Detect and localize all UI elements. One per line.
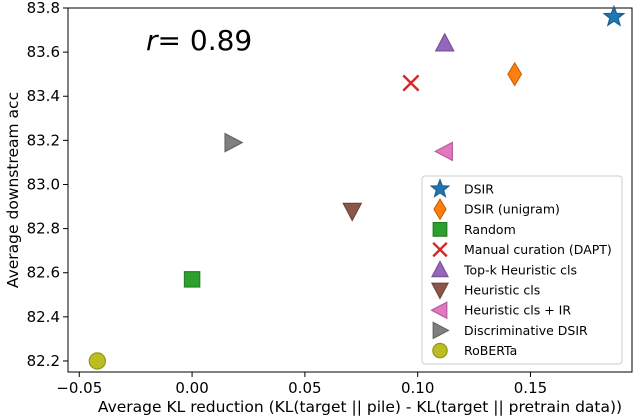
y-tick-label: 83.0 xyxy=(27,175,60,193)
legend-label: Heuristic cls xyxy=(464,283,540,298)
data-points xyxy=(88,4,626,370)
legend: DSIR DSIR (unigram) Random Manual curation … xyxy=(421,175,623,365)
legend-label: Manual curation (DAPT) xyxy=(464,242,612,257)
x-tick-label: 0.05 xyxy=(288,379,321,397)
legend-label: Heuristic cls + IR xyxy=(464,303,571,318)
y-tick-label: 82.8 xyxy=(27,220,60,238)
legend-marker-diamond xyxy=(433,198,447,221)
correlation-value: = 0.89 xyxy=(158,24,253,57)
y-axis: 82.2 82.4 82.6 82.8 83.0 83.2 83.4 83.6 83.8 xyxy=(27,0,68,370)
data-point-square xyxy=(183,271,201,288)
legend-marker-x xyxy=(432,241,448,258)
y-tick-label: 83.8 xyxy=(27,0,60,17)
legend-box xyxy=(421,175,623,365)
x-tick-label: −0.05 xyxy=(56,379,102,397)
y-tick-label: 83.2 xyxy=(27,131,60,149)
y-tick-label: 82.4 xyxy=(27,308,60,326)
y-tick-label: 82.6 xyxy=(27,264,60,282)
data-point-x xyxy=(402,74,420,92)
data-point-triangle-up xyxy=(434,32,455,52)
y-tick-label: 82.2 xyxy=(27,352,60,370)
legend-label: Discriminative DSIR xyxy=(464,323,588,338)
legend-marker-triangle-down xyxy=(431,282,449,300)
data-point-triangle-left xyxy=(434,141,454,162)
legend-marker-triangle-left xyxy=(430,301,448,320)
legend-label: DSIR (unigram) xyxy=(464,202,560,217)
y-tick-label: 83.4 xyxy=(27,87,60,105)
legend-label: Top-k Heuristic cls xyxy=(463,262,577,277)
x-tick-label: 0.15 xyxy=(514,379,547,397)
x-axis-label: Average KL reduction (KL(target || pile)… xyxy=(98,398,622,416)
plot-area xyxy=(67,7,633,373)
plot-frame xyxy=(67,7,633,373)
data-point-diamond xyxy=(507,61,523,87)
data-point-star xyxy=(602,4,626,27)
x-tick-label: 0.00 xyxy=(175,379,208,397)
legend-marker-triangle-right xyxy=(432,321,450,340)
x-tick-label: 0.10 xyxy=(401,379,434,397)
y-axis-label: Average downstream acc xyxy=(4,92,22,288)
legend-label: Random xyxy=(464,222,516,237)
legend-label: DSIR xyxy=(464,182,494,197)
x-axis: −0.05 0.00 0.05 0.10 0.15 xyxy=(56,372,547,397)
correlation-symbol: r xyxy=(146,24,159,57)
y-tick-label: 83.6 xyxy=(27,43,60,61)
legend-label: RoBERTa xyxy=(464,343,517,358)
data-point-circle xyxy=(88,352,107,370)
correlation-annotation: r= 0.89 xyxy=(146,24,252,57)
legend-marker-star xyxy=(429,178,451,198)
data-point-triangle-down xyxy=(342,202,363,222)
legend-marker-circle xyxy=(432,342,448,359)
data-point-triangle-right xyxy=(224,132,244,153)
legend-marker-triangle-up xyxy=(431,260,449,278)
legend-marker-square xyxy=(432,222,448,237)
